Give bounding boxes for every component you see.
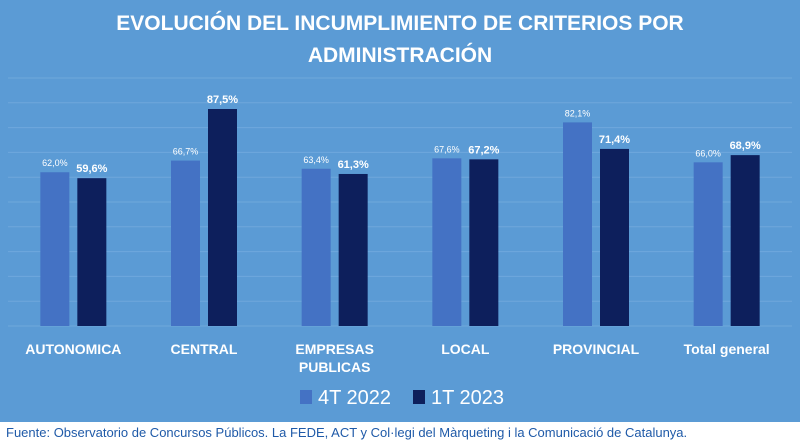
source-note: Fuente: Observatorio de Concursos Públic… — [6, 425, 688, 440]
bar-series-1 — [563, 122, 592, 326]
chart-title-line: ADMINISTRACIÓN — [308, 43, 492, 67]
data-label: 61,3% — [338, 159, 369, 171]
bar-series-2 — [208, 109, 237, 326]
data-label: 82,1% — [565, 108, 591, 118]
data-label: 71,4% — [599, 134, 630, 146]
data-label: 66,7% — [173, 147, 199, 157]
data-label: 62,0% — [42, 158, 68, 168]
chart-title-line: EVOLUCIÓN DEL INCUMPLIMIENTO DE CRITERIO… — [116, 11, 683, 35]
bar-series-2 — [469, 159, 499, 326]
chart-panel: EVOLUCIÓN DEL INCUMPLIMIENTO DE CRITERIO… — [0, 0, 800, 422]
data-label: 68,9% — [730, 140, 761, 152]
data-label: 63,4% — [303, 155, 329, 165]
category-label: PUBLICAS — [299, 359, 371, 375]
bar-series-2 — [600, 148, 629, 326]
data-label: 66,0% — [695, 148, 721, 158]
bar-series-1 — [432, 158, 462, 326]
bar-series-1 — [693, 162, 723, 326]
bar-series-2 — [338, 173, 368, 326]
legend-swatch-series-2 — [413, 390, 425, 404]
bar-series-1 — [171, 160, 200, 326]
data-label: 67,6% — [434, 144, 460, 154]
category-label: LOCAL — [441, 341, 490, 357]
legend-label: 1T 2023 — [431, 387, 504, 409]
bar-series-2 — [730, 155, 760, 326]
legend-swatch-series-1 — [300, 390, 312, 404]
data-label: 67,2% — [468, 144, 499, 156]
category-label: Total general — [684, 341, 770, 357]
bar-series-1 — [301, 168, 331, 326]
bar-chart: EVOLUCIÓN DEL INCUMPLIMIENTO DE CRITERIO… — [0, 0, 800, 422]
legend-label: 4T 2022 — [318, 387, 391, 409]
category-label: PROVINCIAL — [553, 341, 640, 357]
bar-series-1 — [40, 172, 70, 326]
category-label: CENTRAL — [171, 341, 238, 357]
data-label: 87,5% — [207, 94, 238, 106]
chart-background — [0, 0, 800, 422]
category-label: AUTONOMICA — [25, 341, 121, 357]
category-label: EMPRESAS — [295, 341, 374, 357]
data-label: 59,6% — [76, 163, 107, 175]
bar-series-2 — [77, 178, 107, 326]
